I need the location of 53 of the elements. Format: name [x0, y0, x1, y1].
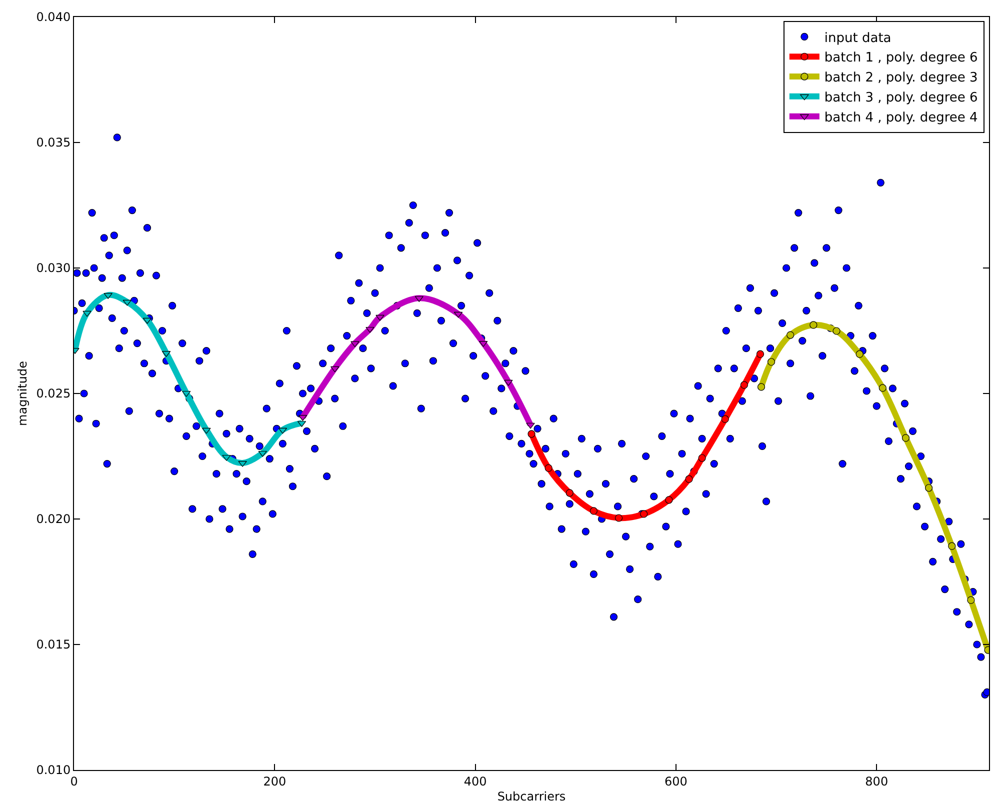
legend-label: batch 2 , poly. degree 3: [824, 70, 978, 86]
point: [810, 321, 818, 329]
legend-label: batch 3 , poly. degree 6: [824, 90, 978, 106]
x-tick-label: 800: [865, 774, 888, 788]
point: [902, 434, 910, 442]
point: [721, 415, 729, 423]
legend-label: batch 4 , poly. degree 4: [824, 110, 978, 126]
point: [665, 496, 673, 504]
point: [238, 460, 247, 467]
point: [756, 350, 764, 358]
y-tick-label: 0.035: [36, 136, 71, 150]
y-tick-label: 0.030: [36, 261, 71, 276]
y-tick-label: 0.025: [36, 386, 71, 401]
point: [948, 542, 956, 550]
x-axis-title: Subcarriers: [497, 789, 566, 804]
point: [786, 331, 794, 339]
y-tick-label: 0.040: [36, 10, 71, 24]
y-tick-label: 0.010: [36, 763, 71, 778]
point: [878, 384, 886, 392]
y-axis-title: magnitude: [16, 361, 30, 426]
point: [614, 514, 623, 522]
point: [376, 314, 384, 321]
point: [222, 454, 231, 461]
legend-label: batch 1 , poly. degree 6: [824, 50, 978, 66]
legend-label: input data: [824, 30, 892, 46]
point: [528, 430, 536, 438]
y-tick-label: 0.020: [36, 512, 71, 526]
point: [544, 464, 552, 472]
point: [757, 383, 766, 391]
point: [767, 358, 776, 366]
x-tick-label: 200: [263, 774, 286, 788]
point: [590, 507, 598, 515]
point: [330, 366, 340, 372]
point: [504, 380, 513, 386]
point: [967, 596, 975, 604]
point: [925, 484, 933, 492]
x-tick-label: 0: [70, 774, 78, 788]
point: [685, 475, 693, 483]
point: [856, 350, 864, 358]
point: [82, 310, 92, 317]
point: [526, 422, 535, 429]
point: [366, 326, 374, 333]
point: [740, 381, 748, 389]
point: [566, 489, 574, 497]
x-tick-label: 400: [464, 774, 487, 788]
point: [698, 454, 706, 462]
point: [832, 327, 840, 335]
point: [258, 450, 267, 457]
point: [202, 428, 211, 434]
point: [350, 341, 360, 348]
x-tick-label: 600: [664, 774, 688, 788]
point: [182, 390, 191, 397]
y-tick-label: 0.015: [36, 638, 71, 652]
